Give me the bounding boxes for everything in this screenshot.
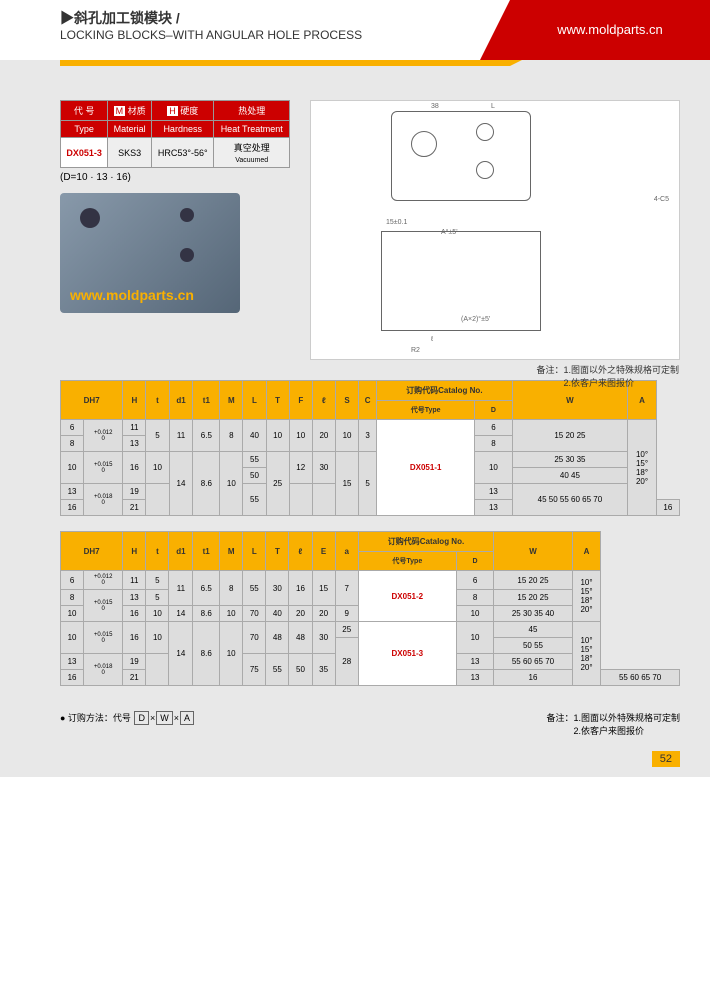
- website-banner: www.moldparts.cn: [510, 0, 710, 60]
- th-hardness: H 硬度: [151, 101, 213, 121]
- data-table-2: DH7Htd1t1MLTℓEa订购代码Catalog No.WA代号TypeD6…: [60, 531, 680, 686]
- data-table-1: DH7Htd1t1MLTFℓSC订购代码Catalog No.WA代号TypeD…: [60, 380, 680, 516]
- technical-diagram: 38 L 4-C5 15±0.1 A°±5' ℓ (A×2)°±5' R2 备注…: [310, 100, 680, 360]
- footer: ● 订购方法：代号 D×W×A 备注：1.图面以外特殊规格可定制 2.依客户来图…: [0, 711, 710, 747]
- order-method: ● 订购方法：代号 D×W×A: [60, 711, 195, 737]
- spec-table: 代 号 M 材质 H 硬度 热处理 Type Material Hardness…: [60, 100, 290, 168]
- page-header: ▶斜孔加工锁模块 / LOCKING BLOCKS–WITH ANGULAR H…: [0, 0, 710, 60]
- divider-bar: [60, 60, 510, 66]
- product-image: www.moldparts.cn: [60, 193, 240, 313]
- th-material: M 材质: [108, 101, 152, 121]
- th-heat: 热处理: [214, 101, 290, 121]
- diagram-note: 备注：1.图面以外之特殊规格可定制 2.依客户来图报价: [536, 363, 679, 389]
- watermark: www.moldparts.cn: [70, 287, 194, 303]
- spec-section: 代 号 M 材质 H 硬度 热处理 Type Material Hardness…: [60, 100, 290, 360]
- page-number: 52: [0, 747, 710, 777]
- d-values-note: (D=10 · 13 · 16): [60, 172, 290, 183]
- footer-note: 备注：1.图面以外特殊规格可定制 2.依客户来图报价: [546, 711, 680, 737]
- th-code: 代 号: [61, 101, 108, 121]
- spec-code: DX051-3: [61, 138, 108, 168]
